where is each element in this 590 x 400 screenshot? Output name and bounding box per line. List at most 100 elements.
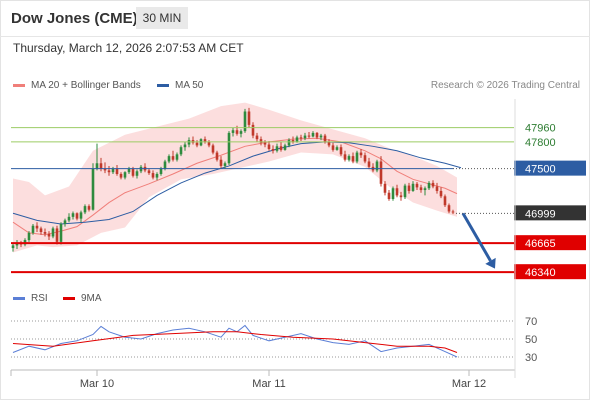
candle bbox=[375, 159, 379, 173]
candle bbox=[31, 223, 35, 235]
candle-body bbox=[379, 161, 383, 184]
candle bbox=[247, 107, 251, 128]
candle bbox=[287, 138, 291, 148]
candle-body bbox=[39, 228, 43, 233]
candle bbox=[67, 213, 71, 223]
candle-body bbox=[263, 142, 267, 145]
legend-rsi: RSI bbox=[13, 293, 48, 304]
candle-body bbox=[47, 233, 51, 237]
rsi-tick-label: 70 bbox=[525, 316, 537, 328]
candle bbox=[107, 165, 111, 176]
interval-badge[interactable]: 30 MIN bbox=[136, 7, 188, 29]
candle bbox=[415, 182, 419, 191]
candle bbox=[259, 136, 263, 146]
candle bbox=[95, 143, 99, 171]
pivot-label: 47500 bbox=[525, 164, 556, 176]
level-46999: 46999 bbox=[456, 205, 586, 221]
candle bbox=[427, 181, 431, 191]
candle bbox=[251, 122, 255, 139]
candle bbox=[123, 171, 127, 180]
candle-body bbox=[363, 155, 367, 162]
support-label: 46665 bbox=[525, 238, 556, 250]
candle-body bbox=[211, 145, 215, 153]
candle bbox=[387, 190, 391, 201]
legend-ma50-swatch bbox=[157, 83, 169, 87]
candle-body bbox=[435, 186, 439, 191]
instrument-title: Dow Jones (CME) bbox=[11, 10, 138, 27]
candle-body bbox=[339, 147, 343, 155]
candle-body bbox=[183, 144, 187, 148]
candle-body bbox=[331, 145, 335, 150]
level-47960: 47960 bbox=[11, 123, 556, 135]
candle-body bbox=[367, 161, 371, 167]
candle bbox=[167, 154, 171, 164]
candle bbox=[411, 181, 415, 192]
candle bbox=[383, 181, 387, 196]
candle-body bbox=[271, 148, 275, 151]
candle-body bbox=[63, 220, 67, 224]
candle bbox=[195, 140, 199, 148]
resistance-label: 47960 bbox=[525, 123, 556, 135]
price-levels: 47960 47800 47500 46999 46665 46340 bbox=[11, 123, 586, 280]
candle bbox=[331, 142, 335, 152]
candle-body bbox=[155, 173, 159, 178]
rsi-line bbox=[12, 324, 458, 358]
candle-body bbox=[195, 142, 199, 146]
candle bbox=[119, 172, 123, 180]
candle bbox=[351, 152, 355, 164]
legend-ma20: MA 20 + Bollinger Bands bbox=[13, 80, 141, 91]
rsi-tick-label: 50 bbox=[525, 334, 537, 346]
candle bbox=[47, 231, 51, 241]
candle-body bbox=[151, 173, 155, 178]
candle bbox=[63, 218, 67, 227]
candle bbox=[363, 152, 367, 164]
candle-body bbox=[179, 147, 183, 155]
candle-body bbox=[163, 161, 167, 169]
candle bbox=[115, 165, 119, 176]
candle bbox=[75, 212, 79, 221]
candle bbox=[51, 226, 55, 239]
candle bbox=[43, 228, 47, 237]
candle bbox=[379, 156, 383, 187]
candle bbox=[263, 140, 267, 148]
candle-body bbox=[303, 135, 307, 139]
support-label: 46340 bbox=[525, 267, 556, 279]
legend-rsi-ma-swatch bbox=[63, 296, 75, 300]
rsi-tick-label: 30 bbox=[525, 352, 537, 364]
candle bbox=[207, 140, 211, 148]
candle bbox=[355, 150, 359, 164]
candle-body bbox=[387, 192, 391, 199]
legend-ma20-label: MA 20 + Bollinger Bands bbox=[31, 80, 141, 91]
level-47500: 47500 bbox=[11, 160, 586, 176]
candle bbox=[419, 184, 423, 193]
candle-body bbox=[167, 156, 171, 162]
legend-rsi-label: RSI bbox=[31, 293, 48, 304]
candle bbox=[87, 204, 91, 212]
candle-body bbox=[275, 146, 279, 151]
candle bbox=[103, 162, 107, 174]
candle-body bbox=[451, 211, 455, 213]
pivot-tag bbox=[514, 160, 586, 176]
time-axis-label: Mar 12 bbox=[452, 378, 486, 390]
candle-body bbox=[327, 141, 331, 146]
candle bbox=[183, 141, 187, 151]
level-46340: 46340 bbox=[11, 264, 586, 280]
legend-ma50-label: MA 50 bbox=[175, 80, 204, 91]
candle bbox=[55, 225, 59, 245]
candle-body bbox=[375, 161, 379, 171]
candle-body bbox=[431, 182, 435, 187]
candle bbox=[111, 166, 115, 174]
candle-body bbox=[231, 130, 235, 133]
indicator-lines bbox=[12, 137, 462, 236]
candle bbox=[311, 131, 315, 138]
time-axis-label: Mar 10 bbox=[80, 378, 114, 390]
candle-body bbox=[43, 232, 47, 234]
candle-body bbox=[147, 170, 151, 174]
candle-body bbox=[119, 173, 123, 178]
candle-body bbox=[127, 168, 131, 173]
legend-ma20-swatch bbox=[13, 83, 25, 87]
candle-body bbox=[215, 152, 219, 160]
candle bbox=[319, 133, 323, 141]
candle-body bbox=[359, 152, 363, 156]
